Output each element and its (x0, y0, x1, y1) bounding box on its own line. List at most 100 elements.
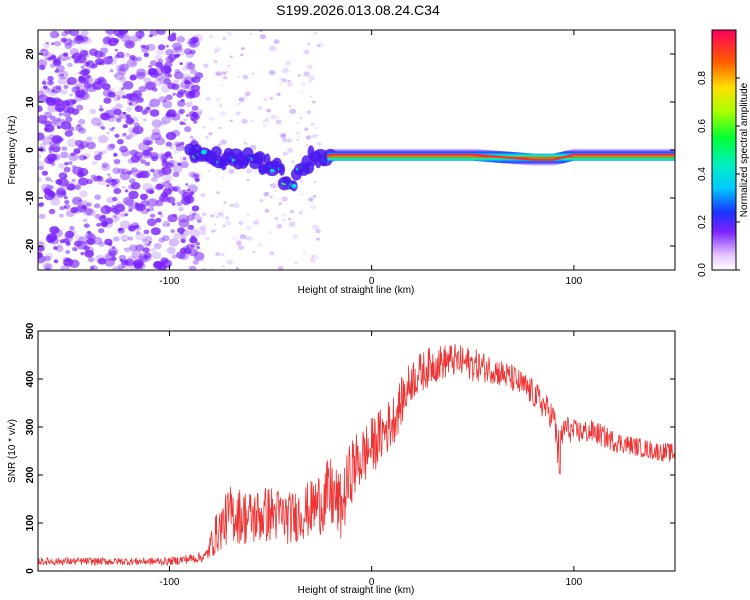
noise-blob (97, 122, 104, 128)
noise-blob (182, 73, 191, 81)
noise-blob (137, 156, 143, 161)
noise-blob (45, 176, 51, 182)
noise-blob (258, 242, 263, 247)
noise-blob (94, 154, 102, 161)
noise-blob (169, 183, 173, 186)
noise-blob (225, 216, 230, 220)
noise-blob (84, 207, 94, 215)
noise-blob (195, 242, 200, 246)
noise-blob (180, 232, 184, 235)
noise-blob (282, 151, 289, 156)
noise-blob (169, 145, 174, 150)
noise-blob (187, 63, 196, 70)
noise-blob (235, 104, 238, 106)
noise-blob (128, 127, 136, 133)
snr-series-line (38, 344, 675, 567)
noise-blob (139, 30, 144, 34)
noise-blob (224, 220, 232, 226)
noise-blob (299, 192, 304, 196)
noise-blob (165, 49, 174, 56)
noise-blob (69, 30, 80, 37)
noise-blob (99, 52, 106, 58)
noise-blob (78, 154, 86, 161)
noise-blob (89, 108, 97, 114)
noise-blob (115, 118, 122, 123)
noise-blob (91, 63, 98, 68)
noise-blob (78, 118, 86, 125)
noise-blob (286, 138, 293, 143)
noise-blob (59, 119, 66, 125)
noise-blob (205, 96, 211, 101)
noise-blob (148, 64, 153, 68)
noise-blob (222, 71, 227, 75)
noise-blob (98, 179, 107, 186)
noise-blob (193, 173, 199, 179)
noise-blob (287, 148, 294, 153)
noise-blob (167, 74, 173, 78)
noise-blob (132, 90, 143, 99)
noise-blob (299, 117, 303, 119)
noise-blob (304, 127, 309, 131)
noise-blob (172, 171, 180, 178)
noise-blob (191, 243, 196, 248)
noise-blob (163, 99, 167, 102)
noise-blob (86, 233, 96, 241)
noise-blob (113, 73, 118, 78)
y-tick-label: -10 (25, 190, 36, 205)
y-tick-label: 500 (25, 322, 36, 339)
noise-blob (129, 42, 133, 45)
y-tick-label: 400 (25, 370, 36, 387)
noise-blob (60, 37, 67, 43)
noise-blob (210, 230, 214, 233)
noise-blob (98, 215, 106, 222)
noise-blob (263, 124, 267, 128)
noise-blob (70, 99, 77, 105)
noise-blob (51, 89, 55, 93)
noise-blob (150, 190, 155, 194)
noise-blob (141, 44, 146, 49)
noise-blob (122, 132, 127, 136)
noise-blob (191, 84, 201, 93)
noise-blob (127, 170, 133, 175)
noise-blob (150, 168, 155, 173)
noise-blob (83, 61, 90, 67)
noise-blob (184, 76, 195, 85)
noise-blob (93, 150, 103, 158)
noise-blob (200, 259, 205, 263)
snr-frame (37, 330, 676, 572)
noise-blob (103, 205, 109, 209)
noise-blob (81, 30, 89, 36)
noise-blob (266, 108, 272, 113)
noise-blob (173, 71, 184, 80)
noise-blob (38, 202, 45, 207)
noise-blob (164, 61, 173, 68)
noise-blob (150, 60, 158, 66)
noise-blob (51, 119, 58, 125)
noise-blob (122, 265, 126, 268)
noise-blob (227, 64, 230, 67)
noise-blob (111, 107, 117, 112)
noise-blob (58, 112, 64, 117)
noise-blob (131, 61, 137, 66)
noise-blob (191, 118, 195, 121)
noise-blob (268, 231, 273, 234)
noise-blob (86, 178, 93, 185)
noise-blob (120, 63, 129, 71)
noise-blob (117, 168, 125, 174)
noise-blob (275, 119, 282, 125)
noise-blob (66, 183, 76, 191)
noise-blob (222, 36, 227, 41)
y-tick-label: 100 (25, 514, 36, 531)
noise-blob (38, 94, 49, 103)
noise-blob (117, 264, 125, 270)
noise-blob (129, 55, 136, 60)
noise-blob (52, 146, 61, 153)
noise-blob (109, 127, 115, 132)
noise-blob (208, 116, 215, 122)
noise-blob (190, 77, 197, 83)
noise-blob (129, 75, 137, 81)
noise-blob (92, 236, 103, 245)
noise-blob (70, 152, 76, 157)
noise-blob (177, 227, 185, 234)
noise-blob (60, 73, 64, 77)
